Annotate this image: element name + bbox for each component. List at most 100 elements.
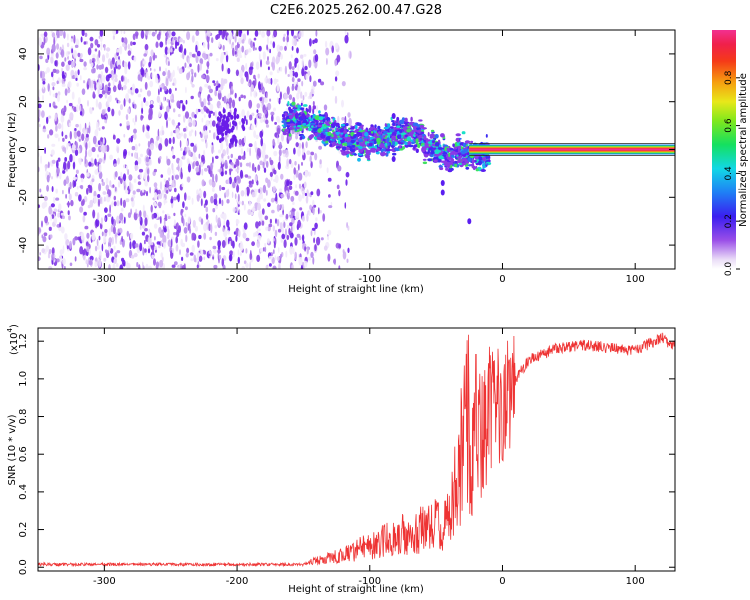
spectrogram-trace-blob bbox=[365, 149, 371, 155]
spectrogram-speckle bbox=[191, 53, 195, 58]
spectrogram-speckle bbox=[137, 93, 142, 98]
spectrogram-speckle bbox=[133, 103, 137, 110]
spectrogram-trace-blob bbox=[418, 130, 421, 134]
spectrogram-speckle bbox=[132, 33, 136, 41]
spectrogram-speckle bbox=[286, 30, 289, 37]
spectrogram-speckle bbox=[167, 117, 171, 121]
spectrogram-speckle bbox=[38, 109, 41, 118]
spectrogram-speckle bbox=[298, 254, 300, 258]
spectrogram-speckle bbox=[158, 245, 161, 249]
spectrogram-speckle bbox=[123, 164, 126, 169]
spectrogram-speckle bbox=[163, 86, 168, 92]
spectrogram-speckle bbox=[268, 223, 273, 228]
spectrogram-speckle bbox=[201, 74, 206, 79]
spectrogram-speckle bbox=[293, 81, 296, 87]
spectrogram-speckle bbox=[50, 53, 54, 58]
spectrogram-trace-blob bbox=[340, 123, 346, 127]
spectrogram-speckle bbox=[288, 158, 292, 165]
spectrogram-speckle bbox=[131, 152, 133, 157]
spectrogram-speckle bbox=[301, 80, 304, 87]
spectrogram-speckle bbox=[228, 97, 233, 104]
spectrogram-speckle bbox=[316, 188, 321, 197]
spectrogram-speckle bbox=[186, 247, 190, 254]
spectrogram-speckle bbox=[132, 118, 135, 123]
spectrogram-speckle bbox=[53, 254, 56, 258]
spectrogram-speckle bbox=[303, 260, 308, 268]
spectrogram-trace-blob bbox=[383, 126, 389, 130]
spectrogram-speckle bbox=[53, 196, 56, 204]
spectrogram-speckle bbox=[69, 262, 73, 267]
spectrogram-speckle bbox=[67, 51, 71, 55]
spectrogram-speckle bbox=[234, 121, 238, 127]
spectrogram-speckle bbox=[241, 265, 245, 269]
spectrogram-trace-blob bbox=[475, 162, 480, 166]
spectrogram-speckle bbox=[127, 108, 130, 114]
spectrogram-speckle bbox=[71, 60, 75, 68]
spectrogram-trace-blob bbox=[331, 138, 335, 142]
spectrogram-speckle bbox=[71, 143, 76, 151]
spectrogram-speckle bbox=[344, 30, 347, 35]
spectrogram-speckle bbox=[64, 233, 68, 241]
spectrogram-trace-blob bbox=[434, 142, 440, 147]
spectrogram-speckle bbox=[288, 185, 293, 191]
spectrogram-speckle bbox=[228, 238, 230, 245]
spectrogram-speckle bbox=[151, 72, 154, 79]
spectrogram-speckle bbox=[119, 123, 122, 127]
spectrogram-speckle bbox=[284, 228, 288, 238]
spectrogram-speckle bbox=[255, 221, 259, 229]
spectrogram-speckle bbox=[133, 133, 137, 140]
spectrogram-speckle bbox=[177, 134, 182, 139]
spectrogram-trace-blob bbox=[308, 116, 311, 120]
spectrogram-trace-blob bbox=[391, 156, 396, 163]
spectrogram-speckle bbox=[191, 111, 195, 118]
spectrogram-speckle bbox=[57, 123, 62, 130]
spectrogram-trace-blob bbox=[413, 127, 416, 133]
spectrogram-speckle bbox=[189, 227, 192, 234]
spectrogram-speckle bbox=[281, 203, 285, 211]
spectrogram-speckle bbox=[314, 244, 317, 252]
spectrogram-trace-blob bbox=[301, 113, 306, 120]
spectrogram-speckle bbox=[300, 264, 303, 269]
spectrogram-speckle bbox=[98, 77, 101, 85]
spectrogram-speckle bbox=[109, 204, 111, 214]
spectrogram-speckle bbox=[306, 189, 309, 198]
spectrogram-speckle bbox=[232, 47, 235, 57]
spectrogram-speckle bbox=[273, 169, 277, 175]
spectrogram-speckle bbox=[65, 194, 67, 199]
spectrogram-speckle bbox=[277, 228, 282, 233]
spectrogram-speckle bbox=[297, 219, 301, 228]
spectrogram-speckle bbox=[288, 192, 291, 196]
spectrogram-speckle bbox=[84, 32, 88, 37]
spectrogram-trace-blob bbox=[450, 154, 455, 158]
spectrogram-speckle bbox=[200, 101, 204, 108]
spectrogram-speckle bbox=[60, 49, 65, 58]
spectrogram-speckle bbox=[305, 141, 308, 149]
spectrogram-speckle bbox=[203, 114, 206, 118]
spectrogram-speckle bbox=[147, 174, 150, 183]
spectrogram-speckle bbox=[118, 183, 120, 188]
spectrogram-speckle bbox=[141, 224, 146, 230]
spectrogram-speckle bbox=[269, 218, 272, 224]
spectrogram-trace-blob bbox=[344, 126, 347, 130]
spectrogram-speckle bbox=[175, 222, 179, 232]
spectrogram-speckle bbox=[265, 124, 270, 128]
spectrogram-speckle bbox=[162, 30, 166, 34]
spectrogram-speckle bbox=[198, 234, 202, 240]
spectrogram-trace-blob bbox=[312, 127, 318, 132]
spectrogram-speckle bbox=[226, 146, 229, 156]
spectrogram-trace-blob bbox=[415, 138, 419, 144]
spectrogram-speckle bbox=[79, 75, 82, 81]
spectrogram-speckle bbox=[200, 218, 204, 225]
spectrogram-speckle bbox=[185, 86, 187, 94]
spectrogram-speckle bbox=[245, 62, 248, 71]
spectrogram-speckle bbox=[167, 48, 171, 54]
spectrogram-speckle bbox=[103, 196, 106, 202]
spectrogram-speckle bbox=[240, 77, 244, 85]
spectrogram-speckle bbox=[68, 122, 72, 127]
spectrogram-speckle bbox=[299, 207, 303, 211]
spectrogram-speckle bbox=[293, 38, 298, 46]
spectrogram-speckle bbox=[96, 239, 99, 246]
x-tick-label: 100 bbox=[626, 274, 645, 285]
spectrogram-trace-blob bbox=[369, 136, 374, 140]
spectrogram-speckle bbox=[230, 139, 234, 145]
